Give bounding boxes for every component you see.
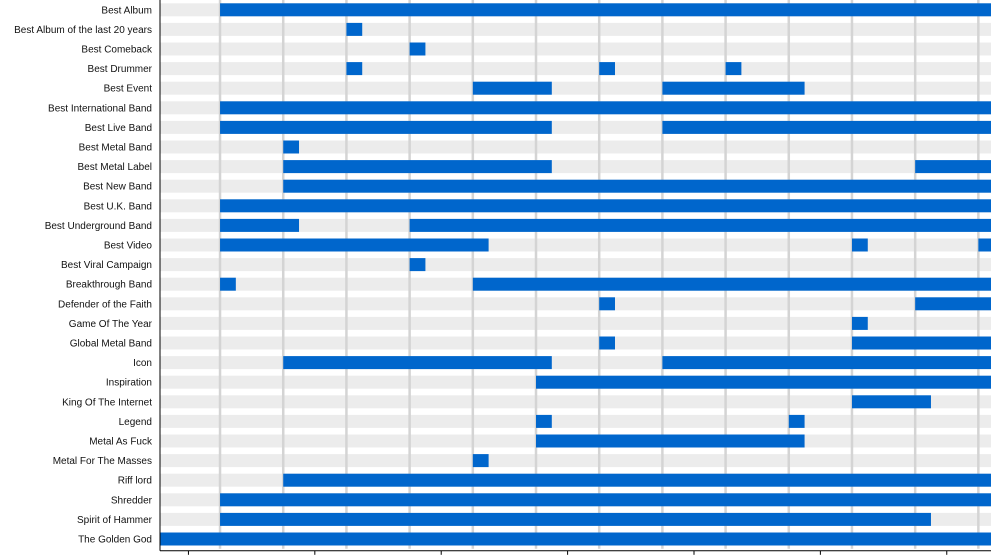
award-bar	[346, 22, 363, 36]
award-bar	[536, 414, 552, 428]
x-tick-label: 2014	[809, 559, 832, 560]
award-bar	[662, 81, 805, 95]
award-bar	[472, 454, 489, 468]
category-label: Best International Band	[48, 103, 152, 114]
x-tick-label: 2008	[430, 559, 453, 560]
award-bar	[409, 218, 991, 232]
category-label: Best Viral Campaign	[61, 260, 152, 271]
row-bands	[160, 3, 991, 546]
award-bar	[915, 297, 991, 311]
category-label: Best Metal Label	[78, 162, 153, 173]
row-band	[160, 395, 991, 409]
award-bar	[283, 473, 991, 487]
row-band	[160, 258, 991, 272]
category-label: Best Underground Band	[45, 221, 152, 232]
award-bar	[599, 297, 615, 311]
category-label: Best Album of the last 20 years	[14, 25, 152, 36]
category-label: The Golden God	[78, 535, 152, 546]
x-tick-label: 2012	[683, 559, 706, 560]
award-bar	[472, 277, 991, 291]
row-band	[160, 81, 991, 95]
award-bar	[851, 316, 868, 330]
category-label: Metal For The Masses	[53, 456, 152, 467]
award-bar	[851, 238, 868, 252]
category-label: Best Metal Band	[79, 143, 152, 154]
category-label: Breakthrough Band	[66, 280, 152, 291]
category-label: Inspiration	[106, 378, 152, 389]
award-bar	[472, 81, 552, 95]
award-bar	[662, 356, 991, 370]
award-bar	[220, 120, 552, 134]
category-label: Game Of The Year	[69, 319, 153, 330]
award-bars	[160, 3, 991, 546]
category-label: Defender of the Faith	[58, 299, 152, 310]
category-label: Best Event	[104, 84, 153, 95]
award-bar	[283, 356, 552, 370]
award-bar	[662, 120, 991, 134]
award-bar	[409, 258, 426, 272]
row-band	[160, 414, 991, 428]
award-bar	[220, 101, 991, 115]
row-band	[160, 22, 991, 36]
category-label: Best Comeback	[81, 45, 153, 56]
category-label: Best New Band	[83, 182, 152, 193]
award-bar	[851, 395, 931, 409]
award-bar	[283, 140, 300, 154]
x-tick-label: 2016	[936, 559, 959, 560]
award-bar	[725, 62, 742, 76]
category-label: Riff lord	[118, 476, 152, 487]
award-bar	[915, 160, 991, 174]
award-bar	[978, 238, 991, 252]
award-bar	[220, 199, 991, 213]
award-bar	[220, 493, 991, 507]
award-bar	[220, 3, 991, 17]
award-bar	[788, 414, 805, 428]
category-label: Shredder	[111, 495, 153, 506]
award-bar	[220, 238, 489, 252]
x-tick-label: 2010	[556, 559, 579, 560]
x-tick-label: 2006	[304, 559, 327, 560]
award-bar	[599, 62, 615, 76]
award-bar	[160, 532, 991, 546]
row-band	[160, 454, 991, 468]
row-band	[160, 336, 991, 350]
category-label: Metal As Fuck	[89, 437, 153, 448]
category-label: Global Metal Band	[70, 339, 152, 350]
category-label: Legend	[119, 417, 152, 428]
x-tick-label: 2004	[177, 559, 200, 560]
category-label: King Of The Internet	[62, 397, 152, 408]
category-labels: Best Album Best Album of the last 20 year…	[14, 5, 153, 545]
category-label: Best Album	[101, 5, 152, 16]
award-bar	[851, 336, 991, 350]
award-bar	[220, 512, 931, 526]
row-band	[160, 62, 991, 76]
award-bar	[409, 42, 426, 56]
category-label: Best U.K. Band	[84, 201, 152, 212]
row-band	[160, 42, 991, 56]
row-band	[160, 140, 991, 154]
award-bar	[220, 277, 236, 291]
category-label: Best Live Band	[85, 123, 152, 134]
category-label: Best Video	[104, 241, 153, 252]
award-bar	[536, 434, 805, 448]
row-band	[160, 316, 991, 330]
award-bar	[599, 336, 615, 350]
award-bar	[283, 179, 991, 193]
category-label: Icon	[133, 358, 152, 369]
category-label: Spirit of Hammer	[77, 515, 153, 526]
row-band	[160, 297, 991, 311]
award-bar	[283, 160, 552, 174]
year-gridlines	[218, 0, 980, 549]
award-bar	[536, 375, 991, 389]
award-bar	[220, 218, 300, 232]
x-axis: 2004 2006 2008 2010 2012 2014 2016	[159, 0, 991, 560]
category-label: Best Drummer	[88, 64, 153, 75]
award-bar	[346, 62, 363, 76]
